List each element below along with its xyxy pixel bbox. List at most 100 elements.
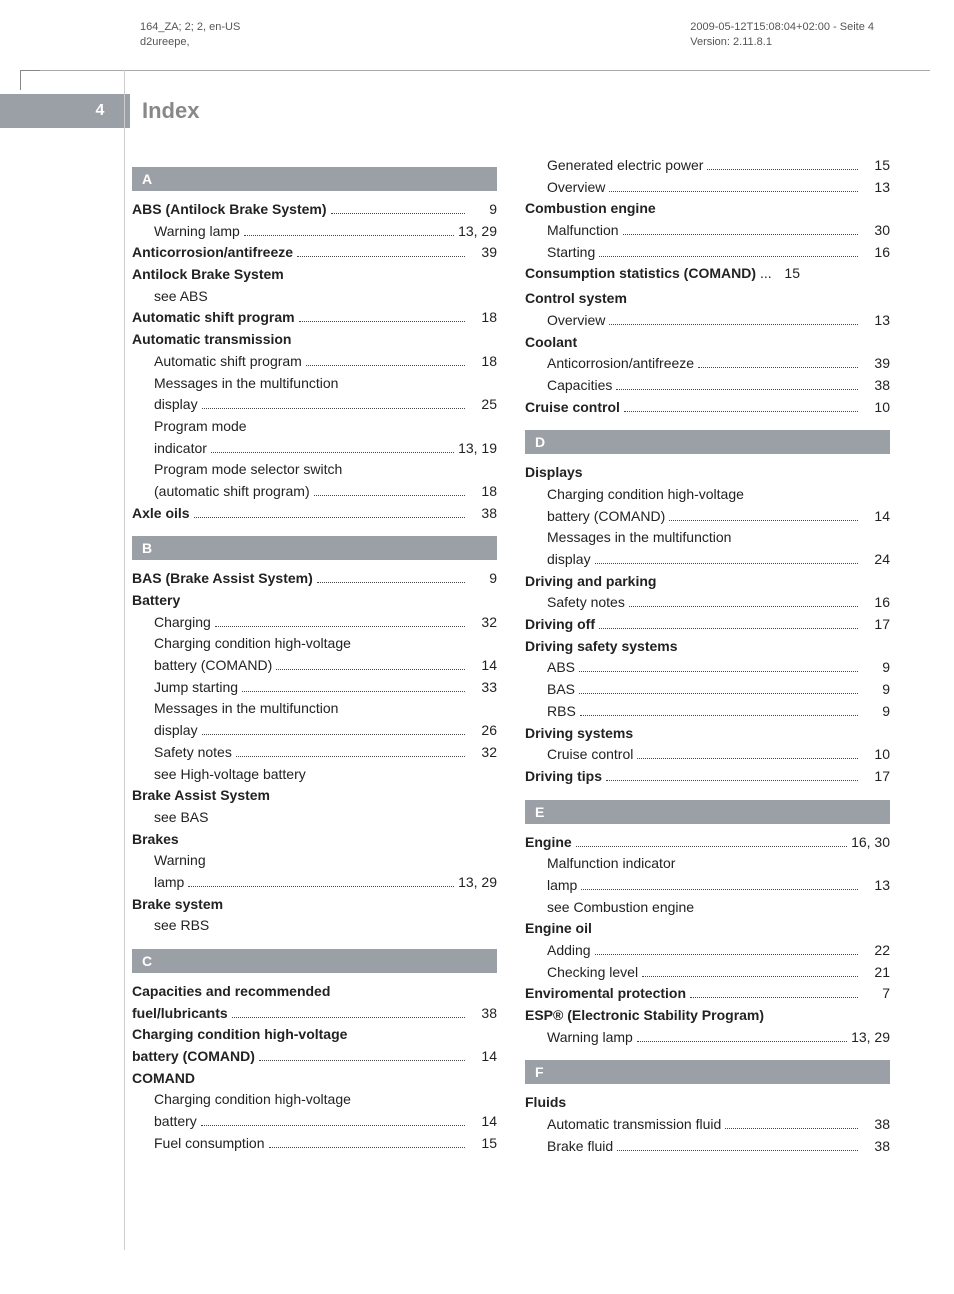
index-entry: RBS9 xyxy=(525,701,890,723)
leader-dots xyxy=(306,365,465,366)
index-entry-pages: 9 xyxy=(469,568,497,590)
leader-dots xyxy=(616,389,858,390)
top-meta: 164_ZA; 2; 2, en-US d2ureepe, 2009-05-12… xyxy=(0,20,954,51)
index-entry-pages: 9 xyxy=(469,199,497,221)
index-entry-label: see ABS xyxy=(154,286,208,308)
index-entry: Displays xyxy=(525,462,890,484)
index-entry-label: Engine xyxy=(525,832,572,854)
index-entry-label: Program mode xyxy=(154,416,247,438)
index-entry-pages: 38 xyxy=(469,1003,497,1025)
index-entry: Program mode selector switch xyxy=(132,459,497,481)
index-entry-label: see RBS xyxy=(154,915,209,937)
index-entry: Combustion engine xyxy=(525,198,890,220)
leader-dots xyxy=(297,256,465,257)
index-entry-label: Engine oil xyxy=(525,918,592,940)
leader-dots xyxy=(232,1017,465,1018)
index-entry-pages: 24 xyxy=(862,549,890,571)
index-entry-pages: 16, 30 xyxy=(851,832,890,854)
leader-dots xyxy=(579,671,858,672)
index-entry-pages: 26 xyxy=(469,720,497,742)
index-entry-label: Brake fluid xyxy=(547,1136,613,1158)
page: 164_ZA; 2; 2, en-US d2ureepe, 2009-05-12… xyxy=(0,0,954,1294)
index-entry: see ABS xyxy=(132,286,497,308)
index-entry-pages: 14 xyxy=(469,1046,497,1068)
leader-dots xyxy=(642,976,858,977)
index-entry-label: Messages in the multifunction xyxy=(154,698,338,720)
index-column-right: Generated electric power15Overview13Comb… xyxy=(525,155,890,1158)
page-title: Index xyxy=(130,94,450,128)
leader-dots xyxy=(617,1150,858,1151)
index-entry: ABS (Antilock Brake System)9 xyxy=(132,199,497,221)
leader-dots xyxy=(201,1125,465,1126)
index-entry-pages: 38 xyxy=(862,375,890,397)
index-entry-label: Driving tips xyxy=(525,766,602,788)
index-entry: Malfunction30 xyxy=(525,220,890,242)
index-entry-label: Automatic transmission fluid xyxy=(547,1114,721,1136)
index-entry-pages: 13 xyxy=(862,875,890,897)
leader-dots xyxy=(690,997,858,998)
leader-dots xyxy=(314,495,465,496)
leader-dots xyxy=(629,606,858,607)
index-entry-pages: 39 xyxy=(469,242,497,264)
meta-right: 2009-05-12T15:08:04+02:00 - Seite 4 Vers… xyxy=(690,20,874,51)
index-entry: Brake system xyxy=(132,894,497,916)
meta-left-line1: 164_ZA; 2; 2, en-US xyxy=(140,20,240,35)
index-entry: Warning xyxy=(132,850,497,872)
leader-dots xyxy=(637,758,858,759)
index-entry: Charging condition high-voltage xyxy=(132,633,497,655)
index-entry-label: Adding xyxy=(547,940,591,962)
index-entry-pages: 18 xyxy=(469,481,497,503)
leader-dots xyxy=(579,693,858,694)
index-entry-pages: 14 xyxy=(862,506,890,528)
index-entry-label: Charging condition high-voltage xyxy=(154,1089,351,1111)
index-entry-pages: 18 xyxy=(469,307,497,329)
leader-dots xyxy=(624,411,858,412)
index-entry-label: (automatic shift program) xyxy=(154,481,310,503)
index-entry-label: Safety notes xyxy=(547,592,625,614)
index-entry-label: Anticorrosion/antifreeze xyxy=(547,353,694,375)
index-entry: Enviromental protection7 xyxy=(525,983,890,1005)
index-entry-label: RBS xyxy=(547,701,576,723)
index-entry-label: Messages in the multifunction xyxy=(547,527,731,549)
index-section-header: C xyxy=(132,949,497,973)
index-columns: AABS (Antilock Brake System)9Warning lam… xyxy=(132,155,892,1158)
index-entry: Antilock Brake System xyxy=(132,264,497,286)
index-entry-pages: 16 xyxy=(862,592,890,614)
index-entry-label: Battery xyxy=(132,590,180,612)
index-entry: Generated electric power15 xyxy=(525,155,890,177)
index-entry-label: Safety notes xyxy=(154,742,232,764)
index-entry-label: BAS xyxy=(547,679,575,701)
index-entry-label: Automatic transmission xyxy=(132,329,291,351)
index-entry-pages: 18 xyxy=(469,351,497,373)
leader-dots xyxy=(188,886,454,887)
index-entry: Safety notes 16 xyxy=(525,592,890,614)
index-column-left: AABS (Antilock Brake System)9Warning lam… xyxy=(132,155,497,1158)
index-entry-pages: 30 xyxy=(862,220,890,242)
index-entry-label: ABS xyxy=(547,657,575,679)
index-entry-pages: 13 xyxy=(862,177,890,199)
index-entry-pages: 13 xyxy=(862,310,890,332)
index-entry-pages: 14 xyxy=(469,1111,497,1133)
index-entry-label: Combustion engine xyxy=(525,198,656,220)
index-entry: Engine oil xyxy=(525,918,890,940)
index-entry-pages: 38 xyxy=(862,1136,890,1158)
meta-right-line2: Version: 2.11.8.1 xyxy=(690,35,874,50)
index-entry: see RBS xyxy=(132,915,497,937)
leader-dots xyxy=(599,628,858,629)
index-entry-label: Overview xyxy=(547,177,605,199)
index-entry-label: indicator xyxy=(154,438,207,460)
leader-dots xyxy=(259,1060,465,1061)
index-entry: Overview13 xyxy=(525,310,890,332)
leader-dots xyxy=(581,889,858,890)
index-entry-pages: 13, 29 xyxy=(458,872,497,894)
leader-dots xyxy=(317,582,465,583)
index-entry-label: Driving off xyxy=(525,614,595,636)
index-entry: BAS9 xyxy=(525,679,890,701)
index-entry-label: Cruise control xyxy=(547,744,633,766)
index-entry: Messages in the multifunction xyxy=(132,373,497,395)
index-entry-pages: 38 xyxy=(469,503,497,525)
index-entry: ABS9 xyxy=(525,657,890,679)
index-entry: Charging condition high-voltage xyxy=(525,484,890,506)
index-entry-label: Consumption statistics (COMAND) xyxy=(525,263,756,285)
index-entry: battery (COMAND)14 xyxy=(132,1046,497,1068)
